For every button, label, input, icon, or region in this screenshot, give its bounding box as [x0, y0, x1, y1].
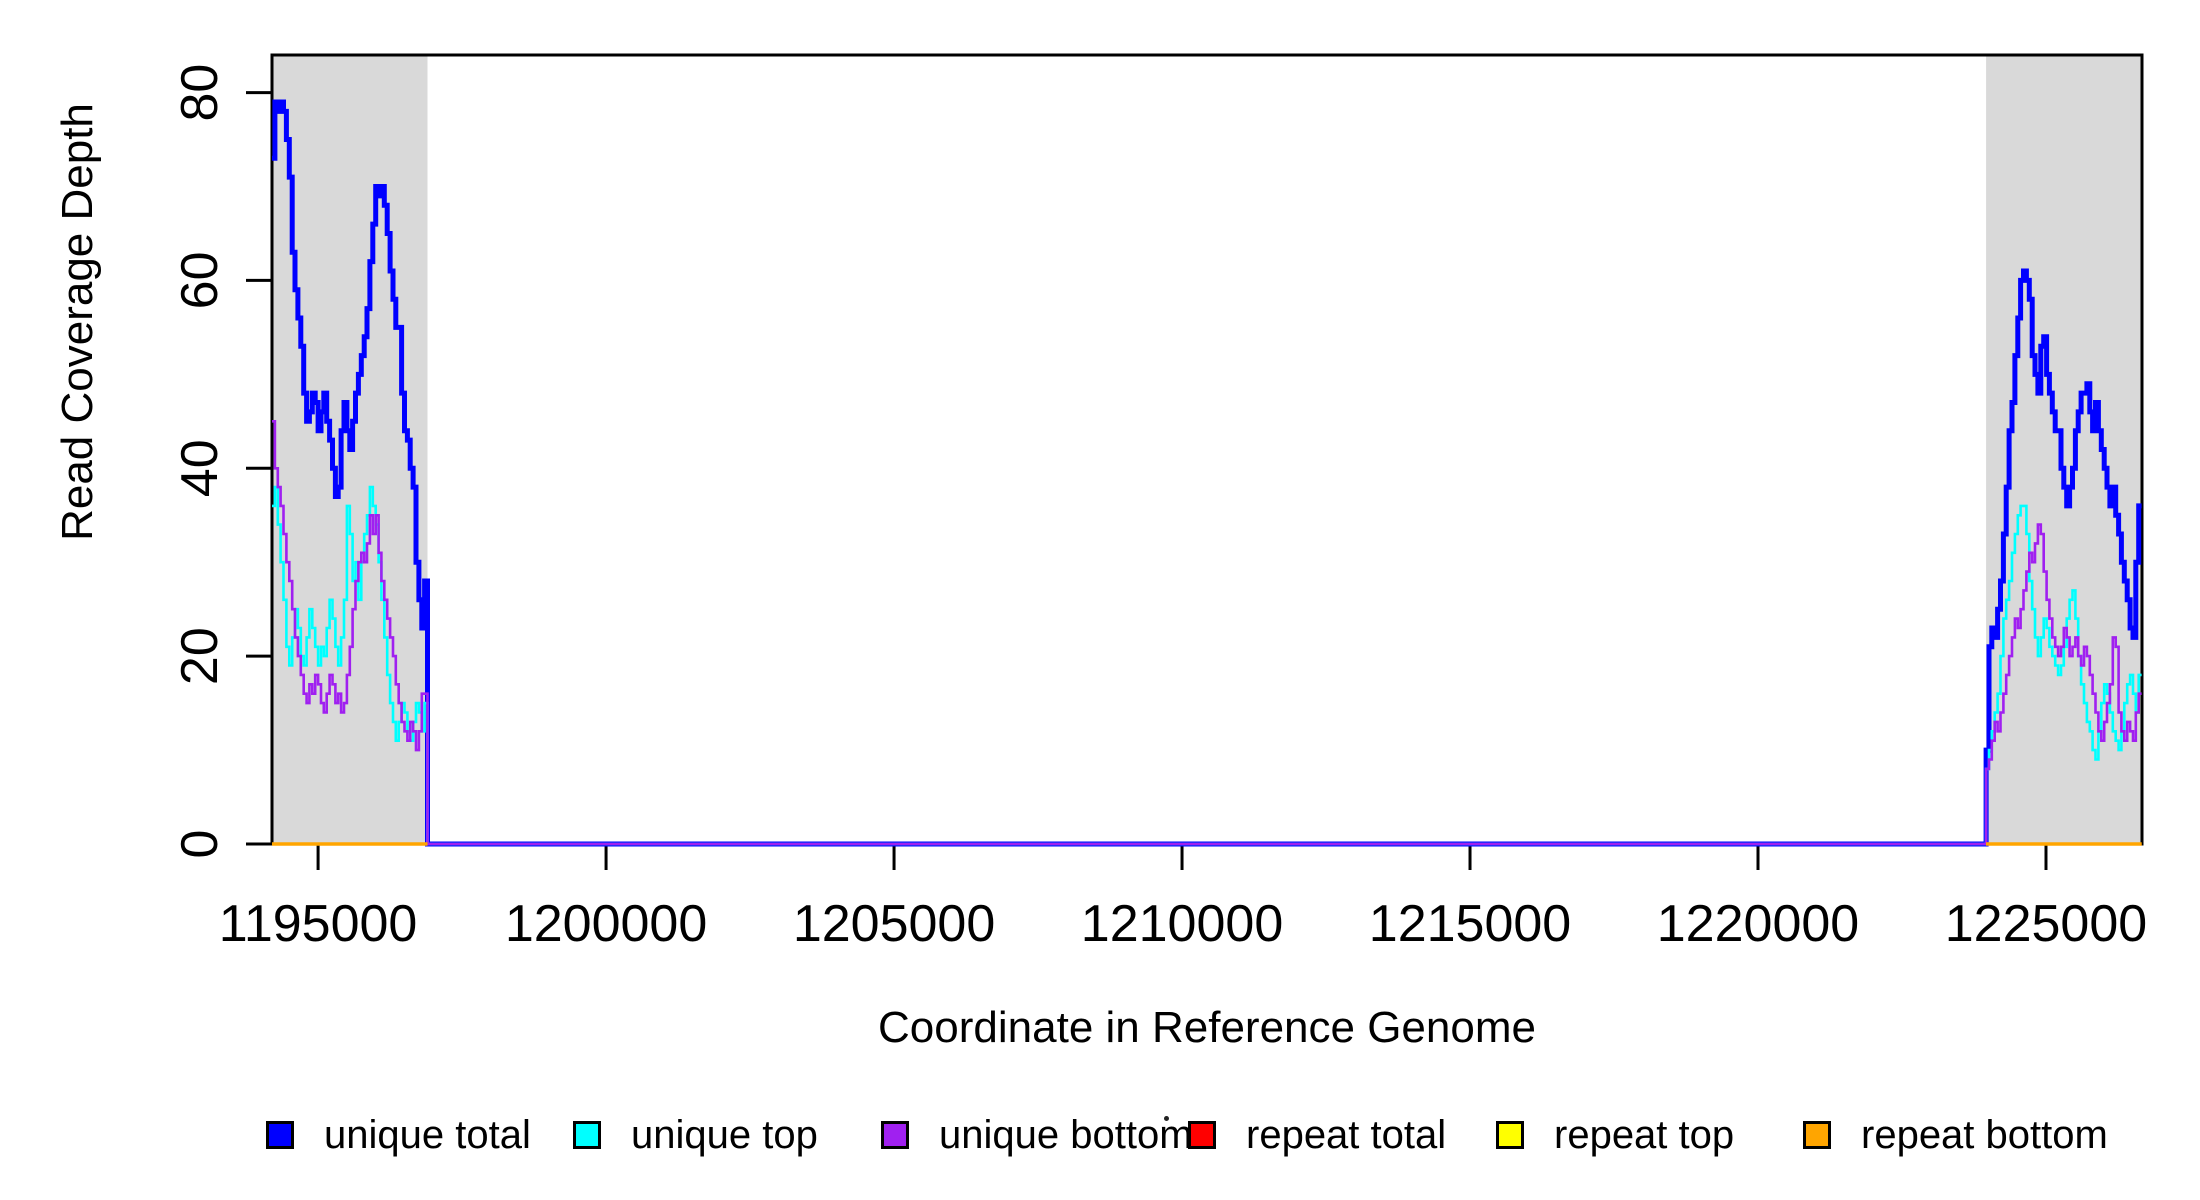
- x-tick-label: 1215000: [1369, 895, 1571, 953]
- legend-swatch-unique-top: [573, 1121, 601, 1149]
- x-tick-label: 1225000: [1945, 895, 2147, 953]
- x-axis-title: Coordinate in Reference Genome: [878, 1003, 1536, 1052]
- x-tick-label: 1195000: [219, 895, 418, 953]
- legend-item-unique-total: unique total: [266, 1113, 531, 1157]
- plot-frame: [270, 53, 2144, 846]
- x-tick-label: 1210000: [1081, 895, 1283, 953]
- stray-dot: [1164, 1116, 1169, 1121]
- legend-label: unique bottom: [939, 1113, 1193, 1157]
- legend-label: unique top: [631, 1113, 818, 1157]
- y-tick-label: 40: [171, 439, 229, 497]
- legend-swatch-repeat-bottom: [1803, 1121, 1831, 1149]
- legend-swatch-repeat-total: [1188, 1121, 1216, 1149]
- legend-swatch-repeat-top: [1496, 1121, 1524, 1149]
- legend-label: repeat top: [1554, 1113, 1735, 1157]
- x-tick-label: 1200000: [505, 895, 707, 953]
- legend-label: unique total: [324, 1113, 531, 1157]
- legend-item-unique-top: unique top: [573, 1113, 818, 1157]
- y-tick-label: 60: [171, 252, 229, 310]
- legend-label: repeat bottom: [1861, 1113, 2108, 1157]
- legend-item-unique-bottom: unique bottom: [881, 1113, 1193, 1157]
- y-tick-label: 20: [171, 627, 229, 685]
- legend-label: repeat total: [1246, 1113, 1447, 1157]
- legend-item-repeat-bottom: repeat bottom: [1803, 1113, 2108, 1157]
- legend-item-repeat-total: repeat total: [1188, 1113, 1447, 1157]
- legend-swatch-unique-bottom: [881, 1121, 909, 1149]
- x-tick-label: 1205000: [793, 895, 995, 953]
- series-unique-top-line: [272, 485, 2142, 846]
- y-axis-title: Read Coverage Depth: [53, 103, 102, 541]
- x-tick-label: 1220000: [1657, 895, 1859, 953]
- shaded-region: [1986, 55, 2142, 844]
- legend-item-repeat-top: repeat top: [1496, 1113, 1735, 1157]
- series-unique-total-line: [272, 99, 2142, 847]
- y-tick-label: 0: [171, 830, 229, 859]
- series-unique-bottom-line: [272, 420, 2142, 846]
- y-tick-label: 80: [171, 64, 229, 122]
- legend-swatch-unique-total: [266, 1121, 294, 1149]
